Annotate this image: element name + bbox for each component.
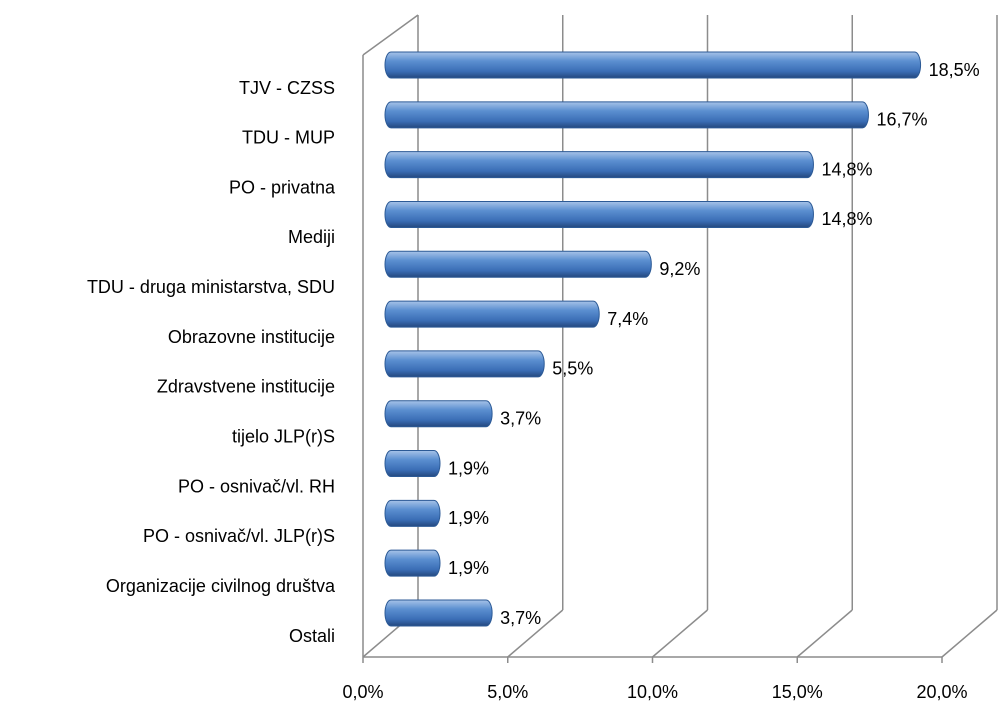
bar — [384, 300, 600, 328]
bar — [384, 450, 441, 478]
y-tick-label: Organizacije civilnog društva — [106, 576, 336, 596]
bar — [384, 101, 869, 129]
floor-line — [507, 609, 564, 658]
y-tick-label: TDU - MUP — [242, 128, 335, 148]
floor-line — [796, 609, 853, 658]
data-label: 7,4% — [607, 309, 648, 329]
data-label: 3,7% — [500, 408, 541, 428]
x-tick-label: 20,0% — [916, 682, 967, 702]
data-label: 1,9% — [448, 458, 489, 478]
bar — [384, 549, 441, 577]
x-tick-label: 10,0% — [627, 682, 678, 702]
data-label: 9,2% — [659, 259, 700, 279]
y-tick-label: TDU - druga ministarstva, SDU — [87, 277, 335, 297]
y-tick-label: Obrazovne institucije — [168, 327, 335, 347]
y-tick-label: Ostali — [289, 626, 335, 646]
y-tick-label: PO - privatna — [229, 177, 336, 197]
floor-line — [941, 609, 998, 658]
x-tick-label: 0,0% — [342, 682, 383, 702]
bar — [384, 250, 652, 278]
x-tick-label: 15,0% — [772, 682, 823, 702]
floor-line — [652, 609, 708, 658]
y-tick-label: TJV - CZSS — [239, 78, 335, 98]
x-tick-label: 5,0% — [487, 682, 528, 702]
data-label: 1,9% — [448, 508, 489, 528]
y-tick-label: Zdravstvene institucije — [157, 377, 335, 397]
data-label: 16,7% — [876, 110, 927, 130]
bar — [384, 200, 814, 228]
bar — [384, 51, 922, 79]
data-label: 18,5% — [929, 60, 980, 80]
bar — [384, 151, 814, 179]
bar — [384, 400, 493, 428]
data-label: 5,5% — [552, 359, 593, 379]
bar — [384, 499, 441, 527]
data-label: 14,8% — [821, 159, 872, 179]
bar — [384, 350, 545, 378]
left-wall — [362, 14, 419, 56]
data-label: 3,7% — [500, 608, 541, 628]
y-tick-label: Mediji — [288, 227, 335, 247]
y-tick-label: tijelo JLP(r)S — [232, 426, 335, 446]
bar — [384, 599, 493, 627]
y-tick-label: PO - osnivač/vl. JLP(r)S — [143, 526, 335, 546]
data-label: 1,9% — [448, 558, 489, 578]
data-label: 14,8% — [821, 209, 872, 229]
y-tick-label: PO - osnivač/vl. RH — [178, 476, 335, 496]
